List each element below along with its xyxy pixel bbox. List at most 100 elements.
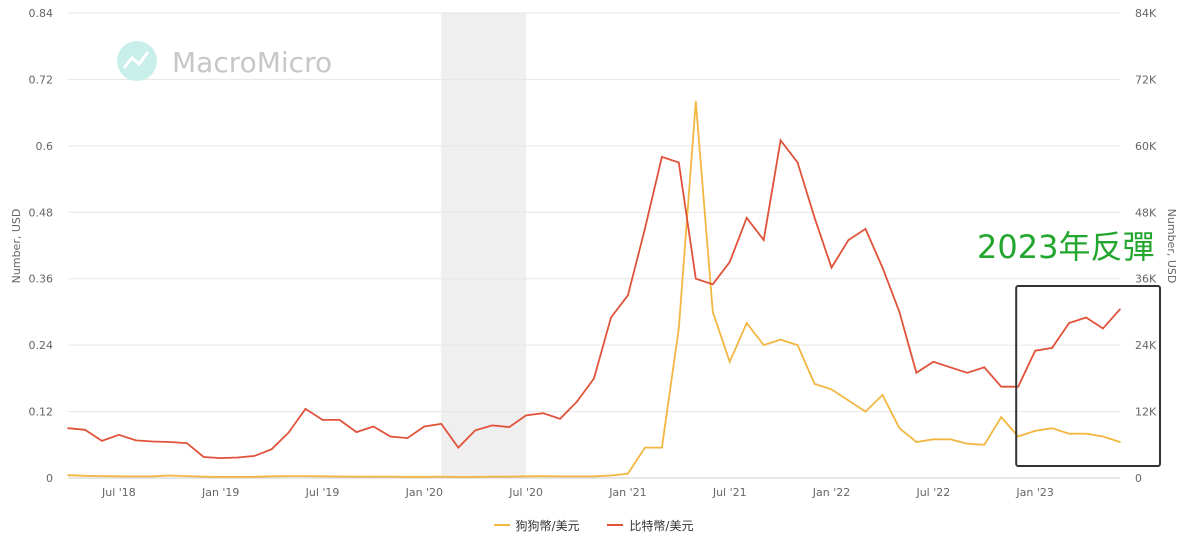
- x-tick-label: Jul '18: [101, 486, 136, 499]
- y-right-tick-label: 60K: [1135, 140, 1157, 153]
- data-point-doge: [525, 475, 527, 478]
- watermark-text: MacroMicro: [172, 46, 332, 79]
- y-right-tick-label: 84K: [1135, 7, 1157, 20]
- data-point-doge: [762, 344, 765, 346]
- data-point-doge: [1119, 441, 1121, 443]
- data-point-doge: [1102, 435, 1104, 438]
- data-point-doge: [185, 475, 188, 477]
- data-point-doge: [118, 475, 120, 478]
- data-point-doge: [593, 475, 595, 478]
- data-point-doge: [915, 441, 918, 443]
- data-point-doge: [610, 474, 612, 477]
- y-left-tick-label: 0.84: [29, 7, 54, 20]
- data-point-btc: [779, 139, 782, 142]
- data-point-doge: [253, 475, 256, 478]
- data-point-doge: [219, 476, 222, 478]
- data-point-btc: [525, 414, 527, 417]
- data-point-btc: [219, 457, 222, 459]
- data-point-btc: [593, 377, 595, 380]
- x-tick-label: Jul '22: [915, 486, 950, 499]
- data-point-btc: [440, 422, 443, 425]
- data-point-doge: [202, 475, 205, 478]
- data-point-btc: [508, 426, 510, 428]
- data-points: [67, 100, 1121, 478]
- data-point-doge: [678, 327, 680, 330]
- data-point-btc: [118, 434, 120, 436]
- data-point-btc: [966, 372, 969, 374]
- data-point-doge: [728, 360, 731, 363]
- gridlines: [68, 12, 1120, 479]
- data-point-doge: [542, 475, 544, 477]
- data-point-doge: [101, 475, 103, 477]
- data-point-btc: [67, 427, 69, 429]
- data-point-doge: [898, 427, 901, 429]
- shaded-period: [441, 13, 527, 478]
- y-axis-right: 0 12K 24K 36K 48K 60K 72K 84K: [1135, 7, 1157, 485]
- data-point-doge: [270, 475, 273, 478]
- legend-swatch-btc: [607, 524, 624, 526]
- data-point-btc: [915, 372, 918, 374]
- data-point-btc: [745, 217, 748, 219]
- data-point-doge: [457, 476, 460, 478]
- x-tick-label: Jan '23: [1015, 486, 1053, 499]
- data-point-btc: [169, 441, 171, 443]
- recession-shade-layer: [441, 13, 527, 478]
- data-point-btc: [695, 277, 697, 280]
- data-point-btc: [1102, 327, 1104, 330]
- data-point-btc: [610, 316, 612, 319]
- legend-item-btc[interactable]: 比特幣/美元: [607, 517, 693, 534]
- data-point-doge: [389, 475, 392, 478]
- y-right-tick-label: 72K: [1135, 73, 1157, 86]
- data-point-doge: [796, 344, 799, 346]
- y-right-tick-label: 36K: [1135, 273, 1157, 286]
- data-point-doge: [84, 474, 86, 477]
- rebound-highlight-box: [1015, 285, 1161, 467]
- data-point-doge: [559, 475, 561, 478]
- y-right-tick-label: 12K: [1135, 406, 1157, 419]
- data-point-btc: [728, 261, 731, 263]
- legend-item-doge[interactable]: 狗狗幣/美元: [493, 517, 580, 534]
- data-point-btc: [983, 366, 986, 369]
- legend-label-doge: 狗狗幣/美元: [515, 518, 580, 533]
- data-point-doge: [321, 475, 324, 478]
- data-point-btc: [135, 439, 137, 442]
- data-point-doge: [491, 475, 493, 478]
- data-point-btc: [1085, 316, 1087, 319]
- data-point-doge: [881, 394, 884, 396]
- data-point-btc: [881, 266, 884, 269]
- y-right-tick-label: 24K: [1135, 339, 1157, 352]
- data-point-btc: [389, 435, 392, 438]
- data-point-btc: [202, 456, 205, 458]
- data-point-btc: [542, 412, 544, 415]
- x-tick-label: Jan '20: [405, 486, 443, 499]
- data-point-doge: [576, 475, 578, 478]
- data-point-doge: [474, 476, 477, 478]
- x-tick-label: Jul '20: [508, 486, 543, 499]
- data-point-doge: [949, 438, 952, 441]
- data-point-btc: [847, 239, 850, 241]
- data-point-doge: [966, 442, 969, 445]
- data-point-btc: [678, 161, 680, 164]
- x-tick-label: Jan '21: [608, 486, 646, 499]
- data-point-doge: [406, 475, 409, 478]
- watermark: MacroMicro: [117, 41, 332, 81]
- data-point-doge: [695, 100, 697, 103]
- x-tick-label: Jul '21: [712, 486, 747, 499]
- x-tick-label: Jan '19: [201, 486, 239, 499]
- data-point-btc: [864, 228, 867, 230]
- data-point-btc: [355, 431, 358, 433]
- data-point-doge: [1068, 432, 1070, 435]
- data-point-doge: [1034, 430, 1036, 432]
- data-point-doge: [440, 475, 443, 478]
- y-left-tick-label: 0.48: [29, 206, 54, 219]
- y-left-tick-label: 0.12: [29, 406, 54, 419]
- data-point-btc: [644, 228, 646, 230]
- series-line-btc: [67, 138, 1121, 460]
- y-left-tick-label: 0.6: [36, 140, 54, 153]
- data-point-btc: [830, 266, 833, 269]
- x-tick-label: Jan '22: [812, 486, 850, 499]
- data-point-btc: [762, 239, 765, 241]
- data-point-btc: [152, 440, 154, 443]
- data-point-btc: [304, 408, 307, 410]
- logo-chart-glyph-icon: [122, 51, 150, 69]
